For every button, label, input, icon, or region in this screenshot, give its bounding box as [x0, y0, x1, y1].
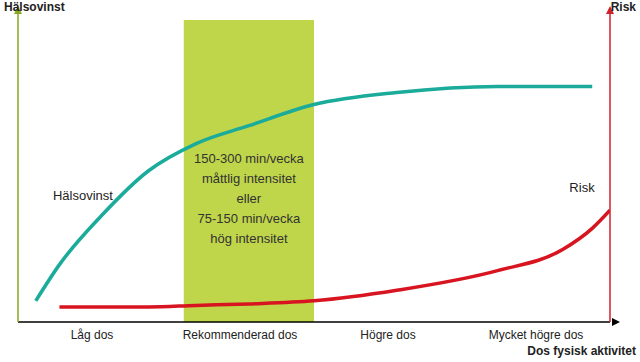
svg-text:Risk: Risk	[569, 180, 595, 195]
html-text:Hälsovinst: Hälsovinst	[4, 0, 65, 14]
html-text:Dos fysisk aktivitet: Dos fysisk aktivitet	[527, 344, 636, 358]
svg-text:Högre dos: Högre dos	[360, 328, 415, 342]
svg-text:Rekommenderad dos: Rekommenderad dos	[183, 328, 298, 342]
svg-text:150-300 min/veckamåttlig inten: 150-300 min/veckamåttlig intensiteteller…	[194, 151, 305, 246]
html-text:Risk: Risk	[610, 0, 636, 14]
svg-text:Mycket högre dos: Mycket högre dos	[489, 328, 584, 342]
svg-text:Hälsovinst: Hälsovinst	[53, 188, 113, 203]
svg-text:Låg dos: Låg dos	[71, 328, 114, 342]
